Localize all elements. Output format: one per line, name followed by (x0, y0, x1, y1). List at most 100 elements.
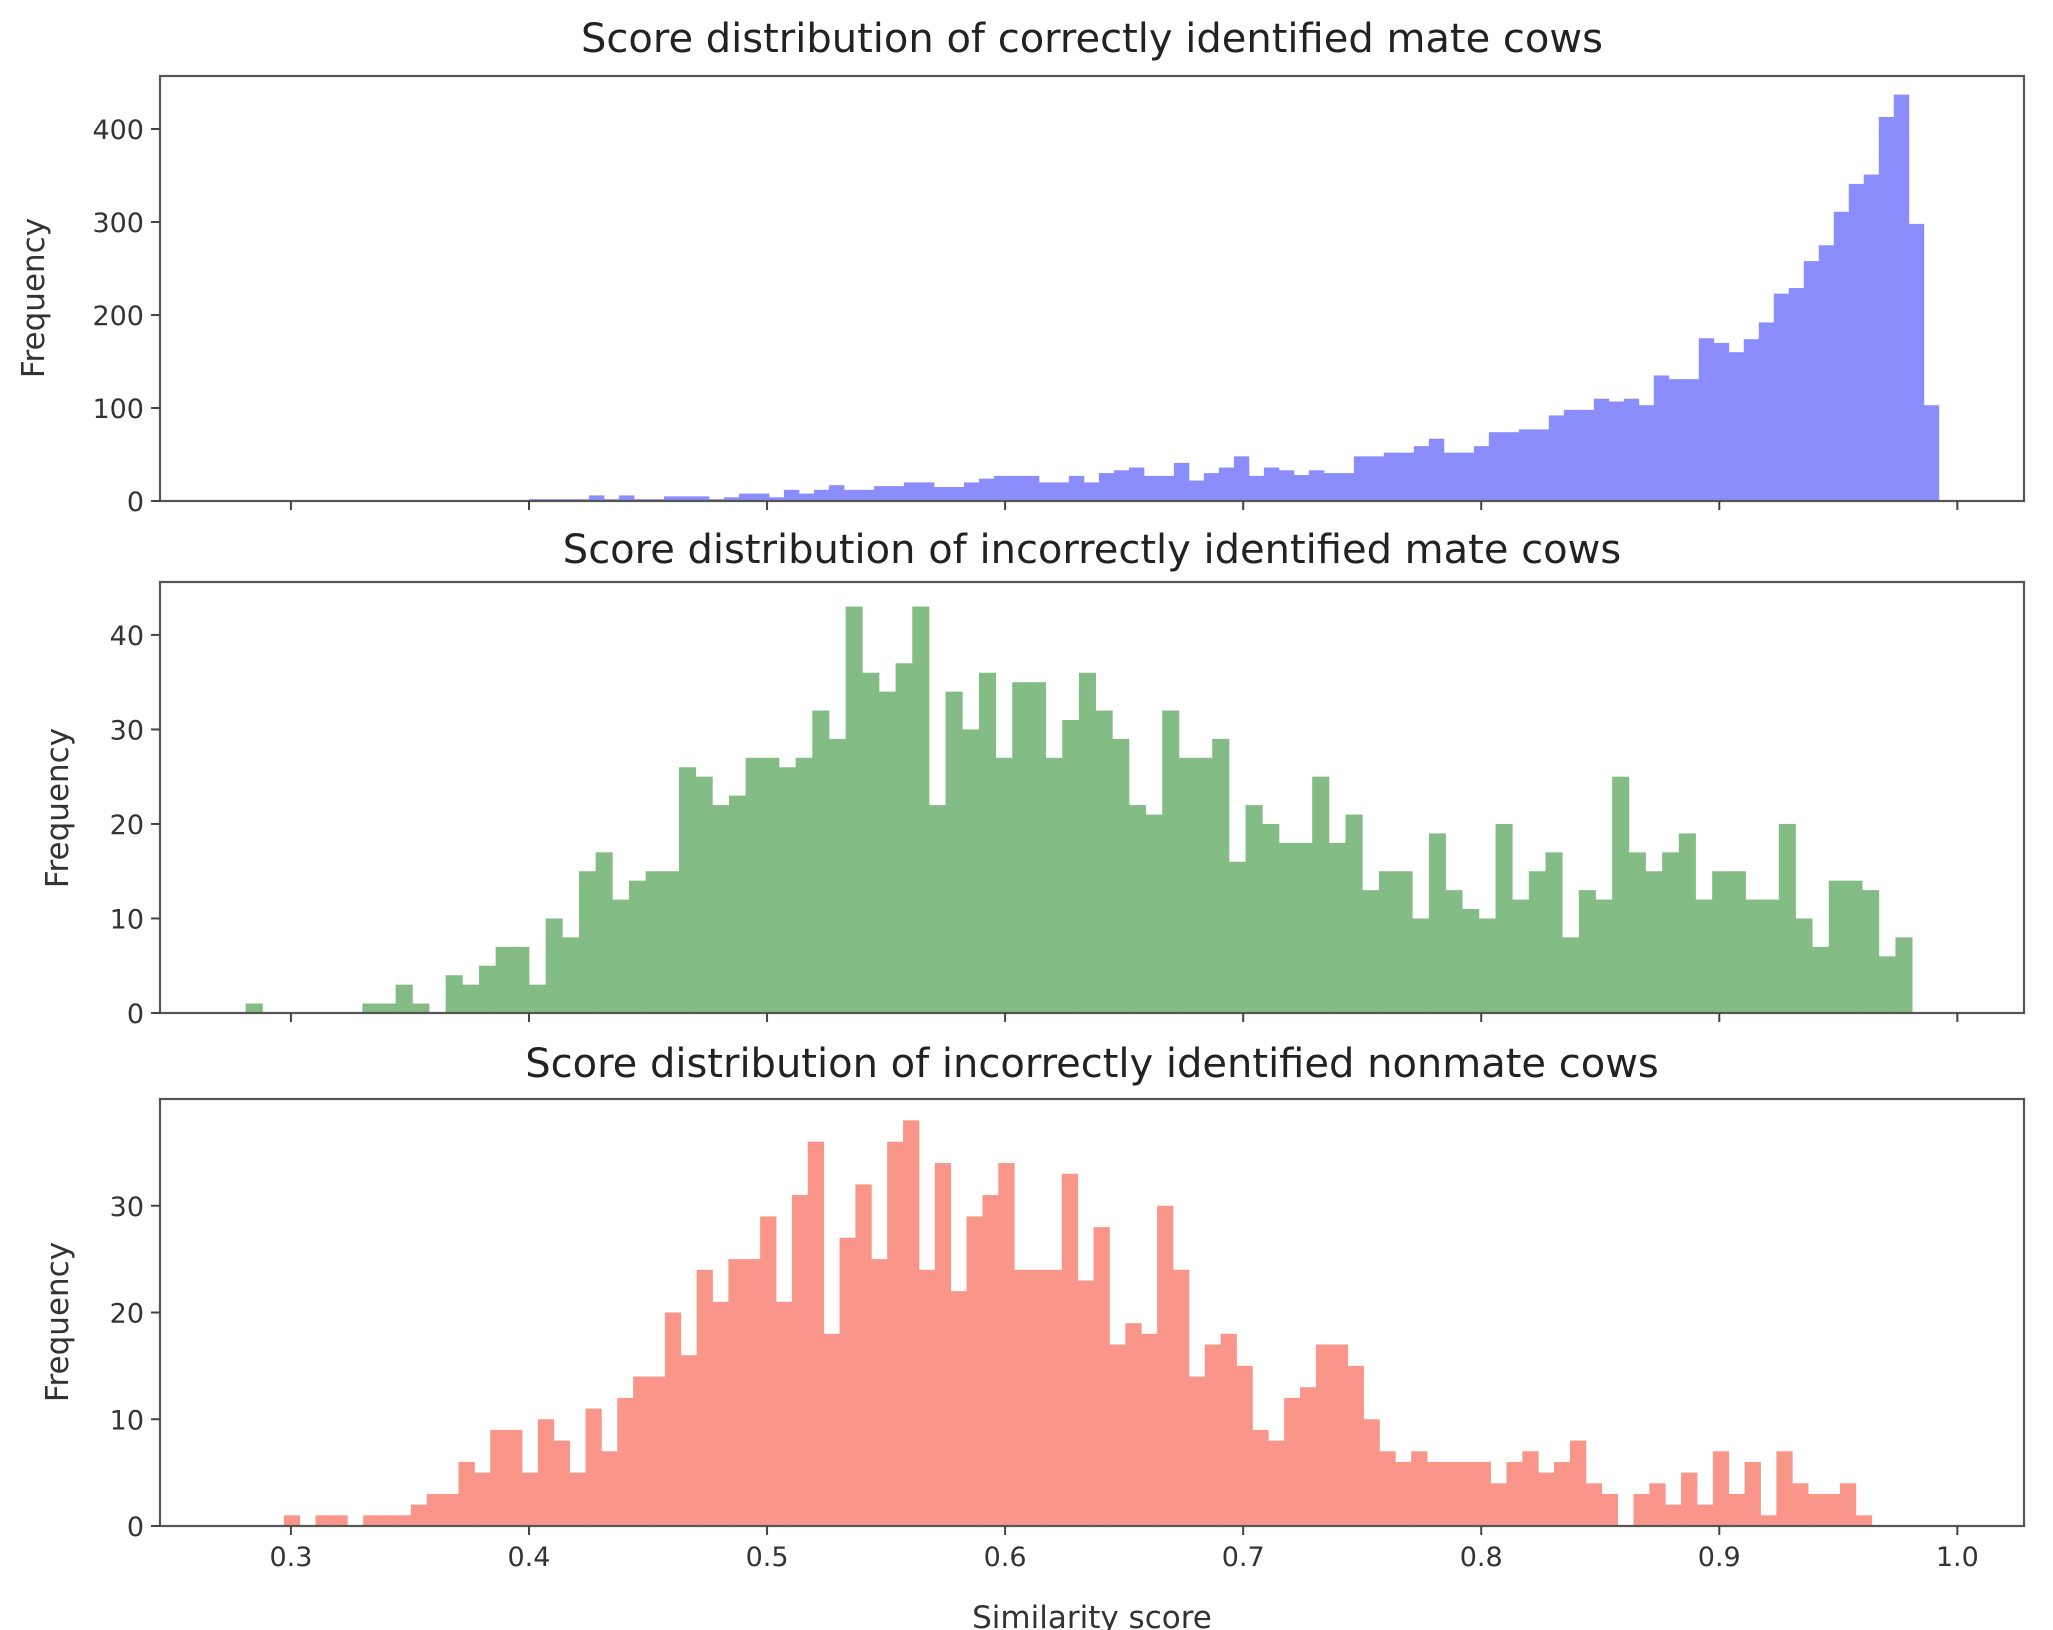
histogram-bar (1112, 738, 1130, 1013)
histogram-bar (1696, 1504, 1714, 1526)
histogram-bar (678, 496, 695, 501)
histogram-bar (1712, 1451, 1730, 1526)
panel-title: Score distribution of correctly identifi… (581, 16, 1603, 62)
histogram-bar (1252, 1429, 1269, 1526)
histogram-bar (1554, 1461, 1571, 1526)
bars (283, 1120, 1873, 1526)
x-tick-label: 0.5 (746, 1542, 789, 1573)
histogram-bar (553, 1440, 571, 1526)
histogram-bar (1212, 738, 1230, 1013)
histogram-bar (1758, 322, 1775, 501)
histogram-bar (528, 984, 547, 1013)
histogram-bar (903, 1120, 920, 1526)
histogram-bar (664, 1312, 682, 1526)
histogram-bar (839, 1237, 856, 1526)
histogram-bar (1562, 937, 1580, 1013)
y-axis-label: Frequency (40, 1242, 76, 1402)
histogram-bar (918, 482, 935, 501)
histogram-bar (1053, 482, 1070, 501)
histogram-bar (601, 1451, 618, 1526)
histogram-bar (1728, 352, 1745, 501)
histogram-bar (1295, 842, 1313, 1013)
histogram-bar (1612, 776, 1630, 1013)
histogram-bar (795, 757, 813, 1013)
histogram-bar (1503, 432, 1520, 501)
histogram-bar (1173, 462, 1190, 501)
histogram-bar (1323, 473, 1340, 501)
histogram-bar (1228, 861, 1246, 1013)
histogram-bar (903, 482, 920, 501)
histogram-bar (1795, 918, 1813, 1013)
histogram-bar (828, 738, 847, 1013)
histogram-bar (490, 1429, 507, 1526)
y-tick-label: 10 (110, 904, 144, 935)
histogram-bar (1473, 446, 1490, 501)
histogram-bar (950, 1291, 967, 1526)
histogram-bar (738, 493, 755, 501)
histogram-bar (1628, 852, 1646, 1013)
histogram-bar (245, 1003, 263, 1013)
histogram-bar (512, 946, 530, 1013)
y-tick-label: 10 (110, 1405, 144, 1436)
histogram-bar (1488, 432, 1505, 501)
histogram-bar (1068, 475, 1085, 501)
histogram-bar (1045, 757, 1063, 1013)
histogram-bar (1284, 1397, 1301, 1526)
histogram-bar (762, 757, 780, 1013)
histogram-bar (1023, 475, 1040, 501)
histogram-bar (1368, 456, 1385, 501)
histogram-bar (1548, 415, 1565, 501)
histogram-bar (1773, 293, 1790, 501)
bars (528, 94, 1940, 502)
histogram-bar (362, 1003, 380, 1013)
histogram-bar (462, 984, 480, 1013)
histogram-bar (934, 1163, 952, 1526)
histogram-bar (445, 975, 463, 1013)
axes-frame (158, 580, 2026, 1015)
histogram-bar (1172, 1269, 1190, 1526)
y-axis-label: Frequency (16, 218, 52, 378)
histogram-bar (395, 984, 413, 1013)
histogram-bar (845, 606, 863, 1013)
histogram-bar (858, 489, 875, 501)
y-tick-label: 20 (110, 810, 144, 841)
panel-title: Score distribution of incorrectly identi… (525, 1041, 1659, 1087)
histogram-bar (878, 691, 897, 1013)
histogram-bar (1506, 1461, 1523, 1526)
y-tick-label: 100 (92, 394, 144, 425)
histogram-bar (617, 1397, 634, 1526)
histogram-bar (871, 1259, 888, 1526)
histogram-bar (1293, 474, 1310, 501)
histogram-bar (1518, 429, 1535, 501)
histogram-bar (1412, 918, 1430, 1013)
histogram-bar (1098, 473, 1115, 501)
y-axis-label: Frequency (40, 728, 76, 888)
histogram-bar (1300, 1387, 1317, 1526)
histogram-bar (1893, 94, 1910, 502)
histogram-bar (1178, 757, 1196, 1013)
histogram-bar (1413, 446, 1430, 501)
histogram-bar (888, 486, 905, 501)
histogram-bar (798, 493, 815, 501)
histogram-bar (945, 691, 963, 1013)
histogram-bar (1712, 871, 1730, 1013)
histogram-bar (813, 489, 830, 501)
histogram-bar (1345, 814, 1363, 1013)
histogram-bar (1083, 482, 1100, 501)
histogram-bar (1678, 833, 1696, 1013)
histogram-bar (873, 486, 890, 501)
histogram-bar (478, 965, 497, 1013)
histogram-bar (728, 795, 747, 1013)
y-tick-label: 0 (127, 487, 144, 518)
histogram-bar (1698, 338, 1715, 501)
histogram-bar (1038, 482, 1055, 501)
histogram-bar (1818, 245, 1835, 501)
histogram-bar (982, 1195, 999, 1526)
histogram-bar (1578, 890, 1596, 1013)
histogram-bar (1745, 899, 1763, 1013)
histogram-bar (1268, 1440, 1285, 1526)
histogram-bar (1233, 456, 1250, 501)
histogram-bar (1778, 823, 1796, 1013)
histogram-bar (1188, 1376, 1206, 1526)
